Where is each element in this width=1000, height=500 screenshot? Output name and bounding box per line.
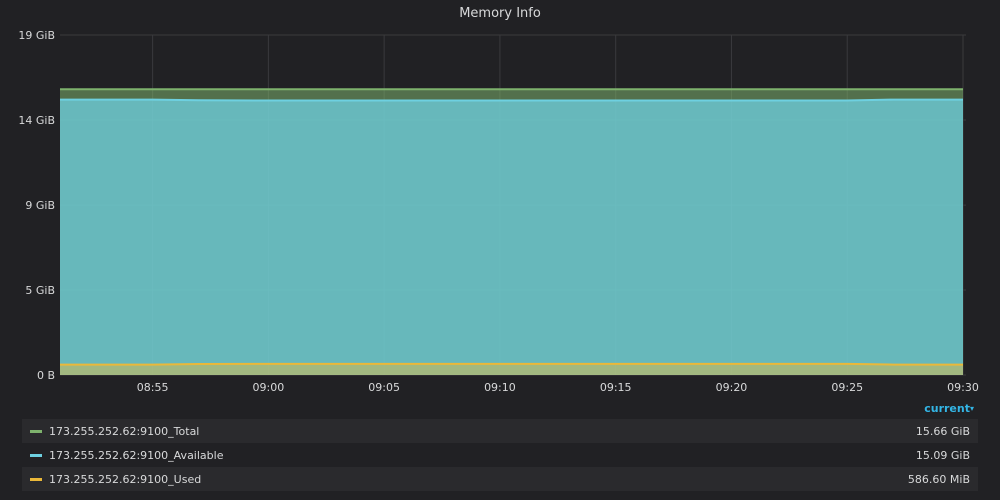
y-axis-ticks: 0 B 5 GiB 9 GiB 14 GiB 19 GiB: [18, 29, 55, 382]
chart-lines: [60, 88, 963, 366]
legend-item-available[interactable]: 173.255.252.62:9100_Available 15.09 GiB: [22, 443, 978, 467]
legend-item-total[interactable]: 173.255.252.62:9100_Total 15.66 GiB: [22, 419, 978, 443]
x-tick-label: 09:05: [368, 381, 400, 394]
y-tick-label: 9 GiB: [25, 199, 55, 212]
x-tick-label: 09:30: [947, 381, 979, 394]
series-area: [60, 99, 963, 375]
y-tick-label: 5 GiB: [25, 284, 55, 297]
series-color-swatch-icon[interactable]: [30, 429, 42, 433]
series-color-swatch-icon[interactable]: [30, 453, 42, 457]
legend-item-value: 15.09 GiB: [915, 448, 970, 462]
legend-item-name[interactable]: 173.255.252.62:9100_Total: [49, 424, 200, 438]
legend-item-name[interactable]: 173.255.252.62:9100_Used: [49, 472, 202, 486]
legend-item-value: 15.66 GiB: [915, 424, 970, 438]
y-tick-label: 14 GiB: [18, 114, 55, 127]
legend: 173.255.252.62:9100_Total 15.66 GiB 173.…: [22, 419, 978, 491]
series-color-swatch-icon[interactable]: [30, 477, 42, 481]
x-tick-label: 09:25: [831, 381, 863, 394]
series-line: [60, 98, 963, 102]
sort-caret-icon: ▾: [969, 404, 974, 413]
y-tick-label: 19 GiB: [18, 29, 55, 42]
legend-item-name[interactable]: 173.255.252.62:9100_Available: [49, 448, 224, 462]
x-axis-ticks: 08:55 09:00 09:05 09:10 09:15 09:20 09:25 09:30: [137, 381, 979, 394]
chart-areas: [60, 89, 963, 375]
y-tick-label: 0 B: [37, 369, 55, 382]
series-line: [60, 362, 963, 366]
memory-chart[interactable]: 0 B 5 GiB 9 GiB 14 GiB 19 GiB 08:55 09:00 09:0…: [0, 0, 1000, 400]
legend-sort-header[interactable]: current▾: [924, 402, 974, 415]
panel-title: Memory Info: [459, 6, 541, 21]
x-tick-label: 08:55: [137, 381, 169, 394]
x-tick-label: 09:20: [716, 381, 748, 394]
legend-item-value: 586.60 MiB: [907, 472, 970, 486]
x-tick-label: 09:00: [253, 381, 285, 394]
legend-item-used[interactable]: 173.255.252.62:9100_Used 586.60 MiB: [22, 467, 978, 491]
x-tick-label: 09:10: [484, 381, 516, 394]
x-tick-label: 09:15: [600, 381, 632, 394]
series-area: [60, 363, 963, 375]
legend-current-label: current: [924, 402, 970, 415]
